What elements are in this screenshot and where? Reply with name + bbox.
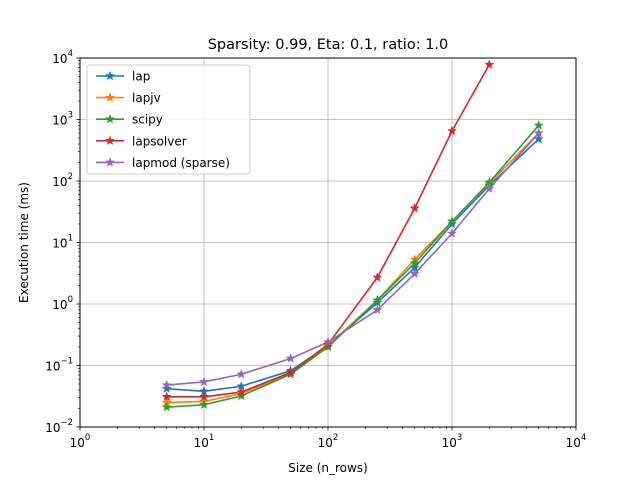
legend-item: lapsolver [96, 134, 187, 148]
data-point-lapmod-sparse [409, 268, 420, 279]
data-point-scipy [198, 399, 210, 410]
chart-title: Sparsity: 0.99, Eta: 0.1, ratio: 1.0 [208, 37, 449, 53]
x-tick-label: 101 [194, 433, 215, 450]
data-point-lapsolver [372, 272, 383, 282]
legend-item: scipy [96, 113, 163, 127]
x-tick-label: 102 [318, 433, 339, 450]
data-point-lapmod-sparse [161, 379, 172, 390]
legend-label: lapmod (sparse) [132, 156, 230, 170]
x-tick-label-base: 10 [318, 436, 333, 450]
x-axis-label: Size (n_rows) [288, 461, 368, 475]
data-point-lapmod-sparse [285, 353, 296, 363]
data-point-scipy [372, 294, 383, 305]
x-tick-label: 100 [70, 433, 91, 450]
data-point-scipy [161, 401, 172, 412]
y-tick-label-exp: 2 [68, 172, 73, 182]
y-tick-label: 104 [52, 49, 73, 66]
y-tick-label: 100 [52, 295, 73, 312]
y-tick-label: 102 [52, 172, 73, 189]
legend-item: lap [96, 70, 150, 84]
legend-item: lapjv [96, 91, 161, 105]
data-point-lapmod-sparse [446, 228, 458, 238]
x-tick-label-exp: 4 [581, 433, 586, 443]
y-tick-label-base: 10 [45, 360, 60, 374]
legend-swatch-marker [104, 157, 116, 167]
legend-label: lap [132, 70, 150, 84]
x-tick-label-exp: 2 [333, 433, 338, 443]
data-point-lapmod-sparse [198, 376, 210, 387]
legend-item: lapmod (sparse) [96, 156, 230, 170]
y-axis-label: Execution time (ms) [17, 182, 31, 303]
data-point-scipy [236, 390, 247, 401]
y-tick-label: 101 [52, 234, 73, 251]
x-tick-label-exp: 1 [209, 433, 214, 443]
x-tick-label-base: 10 [442, 436, 457, 450]
y-tick-label-exp: −2 [60, 418, 73, 428]
data-point-scipy [446, 216, 458, 226]
y-tick-label-base: 10 [52, 52, 67, 66]
data-point-lapsolver [198, 391, 210, 402]
legend-swatch-marker [104, 70, 116, 81]
x-tick-label: 103 [442, 433, 463, 450]
data-point-lapmod-sparse [236, 368, 247, 379]
y-tick-label-exp: 0 [68, 295, 73, 305]
y-tick-label: 10−2 [45, 418, 73, 435]
y-tick-label-exp: 4 [68, 49, 73, 59]
data-point-scipy [533, 120, 544, 130]
data-point-lap [161, 383, 172, 393]
y-tick-label-exp: −1 [60, 357, 73, 367]
x-tick-label-exp: 0 [85, 433, 90, 443]
y-tick-label: 10−1 [45, 357, 73, 374]
x-axis: 100 101 102 103 104 [70, 427, 587, 450]
legend-swatch-marker [104, 92, 116, 102]
y-tick-label-base: 10 [52, 237, 67, 251]
y-tick-label-base: 10 [52, 175, 67, 189]
data-point-scipy [409, 257, 420, 268]
data-point-lapsolver [285, 367, 296, 377]
x-tick-label-exp: 3 [457, 433, 462, 443]
x-tick-label-base: 10 [194, 436, 209, 450]
y-tick-label: 103 [52, 111, 73, 128]
data-point-lapsolver [409, 202, 420, 213]
data-point-lapmod-sparse [372, 304, 383, 315]
legend-label: lapjv [132, 91, 161, 105]
series-markers [161, 59, 544, 412]
legend-label: scipy [132, 113, 163, 127]
y-tick-label-base: 10 [52, 114, 67, 128]
series-line-scipy [166, 124, 540, 408]
x-tick-label-base: 10 [70, 436, 85, 450]
y-tick-label-base: 10 [52, 298, 67, 312]
data-point-lapsolver [161, 391, 172, 402]
legend-box [86, 64, 251, 175]
data-point-lapsolver [446, 125, 458, 136]
data-point-lapmod-sparse [484, 183, 495, 193]
data-point-lapmod-sparse [533, 127, 544, 138]
series-lines [166, 64, 540, 408]
x-tick-label: 104 [566, 433, 587, 450]
legend-swatch-marker [104, 135, 116, 146]
y-tick-label-exp: 1 [68, 234, 73, 244]
y-tick-label-base: 10 [45, 421, 60, 435]
data-point-lap [533, 133, 544, 144]
legend-swatch-marker [104, 113, 116, 124]
y-tick-label-exp: 3 [68, 111, 73, 121]
legend: lap lapjv scipy lapsolver lapmod (sparse) [86, 64, 251, 175]
x-tick-label-base: 10 [566, 436, 581, 450]
series-line-lapmod-sparse [166, 132, 540, 386]
data-point-lapmod-sparse [322, 336, 334, 347]
data-point-lapsolver [484, 59, 495, 69]
data-point-lapsolver [236, 386, 247, 397]
legend-label: lapsolver [132, 134, 187, 148]
